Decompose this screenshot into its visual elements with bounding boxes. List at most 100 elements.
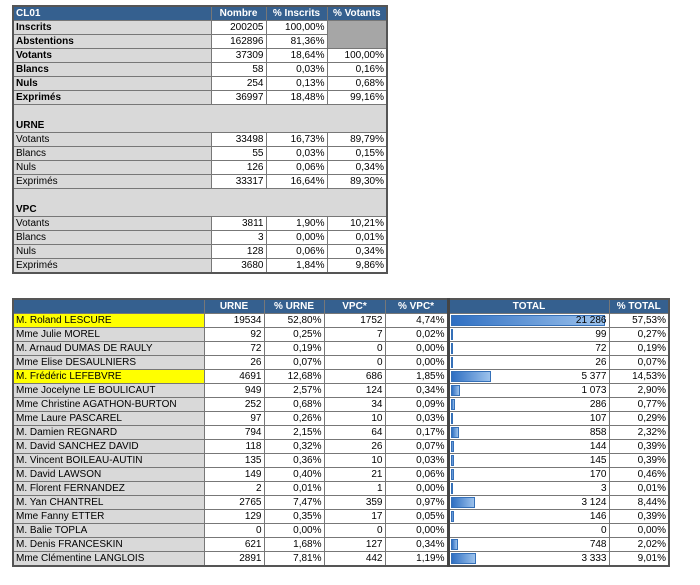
total-cell: 3 124 — [446, 495, 610, 510]
total-cell: 170 — [446, 467, 610, 482]
row-label: Blancs — [12, 230, 212, 245]
candidate-name: Mme Christine AGATHON-BURTON — [12, 397, 205, 412]
total-value: 26 — [595, 357, 607, 368]
summary-row: Nuls 128 0,06% 0,34% — [12, 244, 388, 259]
candidate-name: M. Denis FRANCESKIN — [12, 537, 205, 552]
total-data-bar — [451, 455, 454, 466]
vpc-cell: 10 — [323, 411, 386, 426]
pct-total-cell: 0,07% — [608, 355, 670, 370]
pct-urne-cell: 7,81% — [263, 551, 325, 567]
vpc-cell: 21 — [323, 467, 386, 482]
candidate-name: M. Roland LESCURE — [12, 313, 205, 328]
urne-cell: 97 — [203, 411, 265, 426]
pct-vpc-cell: 0,00% — [384, 341, 449, 356]
total-data-bar — [451, 315, 606, 326]
vpc-cell: 17 — [323, 509, 386, 524]
summary-table: CL01 Nombre % Inscrits % Votants Inscrit… — [12, 5, 388, 274]
urne-cell: 949 — [203, 383, 265, 398]
summary-row: Nuls 126 0,06% 0,34% — [12, 160, 388, 175]
nombre-cell: 37309 — [210, 48, 267, 63]
pct-inscrits-cell: 0,06% — [265, 244, 328, 259]
vpc-cell: 64 — [323, 425, 386, 440]
summary-row: Blancs 58 0,03% 0,16% — [12, 62, 388, 77]
candidate-row: M. Florent FERNANDEZ 2 0,01% 1 0,00% 3 0,01% — [12, 481, 670, 496]
pct-inscrits-cell: 0,03% — [265, 62, 328, 77]
total-value: 3 333 — [581, 553, 607, 564]
pct-vpc-cell: 0,00% — [384, 355, 449, 370]
row-label: Votants — [12, 132, 212, 147]
pct-total-cell: 2,90% — [608, 383, 670, 398]
pct-urne-cell: 0,35% — [263, 509, 325, 524]
nombre-cell: 58 — [210, 62, 267, 77]
total-cell: 5 377 — [446, 369, 610, 384]
total-data-bar — [451, 399, 455, 410]
vpc-cell: 0 — [323, 355, 386, 370]
pct-urne-cell: 2,57% — [263, 383, 325, 398]
total-cell: 3 333 — [446, 551, 610, 567]
pct-total-cell: 0,27% — [608, 327, 670, 342]
candidate-name: M. David LAWSON — [12, 467, 205, 482]
urne-cell: 2891 — [203, 551, 265, 567]
candidate-name: M. Arnaud DUMAS DE RAULY — [12, 341, 205, 356]
pct-vpc-cell: 0,34% — [384, 537, 449, 552]
candidate-name: Mme Fanny ETTER — [12, 509, 205, 524]
summary-row: Votants 3811 1,90% 10,21% — [12, 216, 388, 231]
candidate-row: M. Vincent BOILEAU-AUTIN 135 0,36% 10 0,03% 1… — [12, 453, 670, 468]
total-data-bar — [451, 483, 453, 494]
section-label: VPC — [12, 188, 388, 217]
total-cell: 286 — [446, 397, 610, 412]
vpc-cell: 7 — [323, 327, 386, 342]
pct-total-cell: 2,32% — [608, 425, 670, 440]
nombre-cell: 36997 — [210, 90, 267, 105]
summary-row: Blancs 3 0,00% 0,01% — [12, 230, 388, 245]
candidate-row: M. Balie TOPLA 0 0,00% 0 0,00% 0 0,00% — [12, 523, 670, 538]
pct-votants-cell: 0,34% — [326, 244, 388, 259]
row-label: Votants — [12, 48, 212, 63]
total-value: 170 — [589, 469, 607, 480]
total-cell: 145 — [446, 453, 610, 468]
row-label: Nuls — [12, 244, 212, 259]
total-data-bar — [451, 441, 454, 452]
urne-cell: 2765 — [203, 495, 265, 510]
row-label: Exprimés — [12, 90, 212, 105]
section-label: URNE — [12, 104, 388, 133]
pct-total-cell: 0,01% — [608, 481, 670, 496]
vpc-cell: 0 — [323, 341, 386, 356]
urne-cell: 26 — [203, 355, 265, 370]
urne-cell: 2 — [203, 481, 265, 496]
nombre-cell: 3 — [210, 230, 267, 245]
total-cell: 0 — [446, 523, 610, 538]
pct-urne-cell: 52,80% — [263, 313, 325, 328]
total-cell: 1 073 — [446, 383, 610, 398]
pct-inscrits-cell: 0,06% — [265, 160, 328, 175]
pct-vpc-cell: 0,05% — [384, 509, 449, 524]
summary-row: Exprimés 3680 1,84% 9,86% — [12, 258, 388, 274]
urne-cell: 135 — [203, 453, 265, 468]
vpc-cell: 1752 — [323, 313, 386, 328]
pct-vpc-cell: 1,85% — [384, 369, 449, 384]
pct-urne-cell: 0,07% — [263, 355, 325, 370]
row-label: Abstentions — [12, 34, 212, 49]
row-label: Exprimés — [12, 258, 212, 274]
pct-urne-cell: 0,25% — [263, 327, 325, 342]
candidate-name: Mme Clémentine LANGLOIS — [12, 551, 205, 567]
total-value: 0 — [600, 525, 607, 536]
candidate-name: M. Damien REGNARD — [12, 425, 205, 440]
total-data-bar — [451, 385, 461, 396]
total-data-bar — [451, 329, 454, 340]
pct-total-cell: 14,53% — [608, 369, 670, 384]
pct-urne-cell: 0,36% — [263, 453, 325, 468]
total-value: 99 — [595, 329, 607, 340]
pct-votants-cell: 89,30% — [326, 174, 388, 189]
pct-urne-cell: 0,40% — [263, 467, 325, 482]
candidate-row: Mme Fanny ETTER 129 0,35% 17 0,05% 146 0,39% — [12, 509, 670, 524]
row-label: Blancs — [12, 146, 212, 161]
total-cell: 107 — [446, 411, 610, 426]
candidate-row: Mme Clémentine LANGLOIS 2891 7,81% 442 1,19%… — [12, 551, 670, 567]
pct-urne-cell: 0,26% — [263, 411, 325, 426]
candidate-row: M. Denis FRANCESKIN 621 1,68% 127 0,34% 748 2,… — [12, 537, 670, 552]
pct-total-cell: 2,02% — [608, 537, 670, 552]
candidate-row: Mme Christine AGATHON-BURTON 252 0,68% 34 0,… — [12, 397, 670, 412]
pct-total-cell: 0,19% — [608, 341, 670, 356]
pct-total-cell: 0,29% — [608, 411, 670, 426]
